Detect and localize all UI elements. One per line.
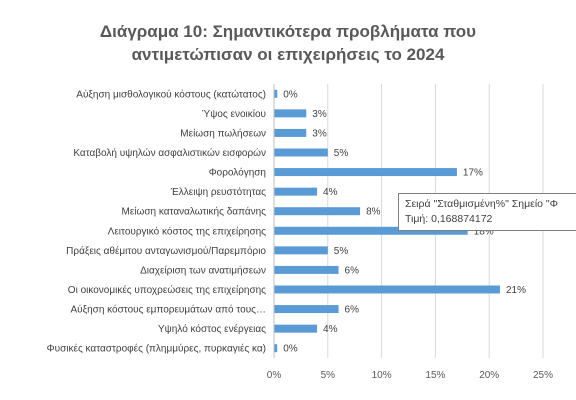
x-tick-label: 10% [372, 370, 392, 381]
y-category-label: Φορολόγηση [209, 167, 266, 179]
data-point-tooltip: Σειρά "Σταθμισμένη%" Σημείο "Φ Τιμή: 0,1… [398, 193, 576, 231]
y-category-label: Υψηλό κόστος ενέργειας [158, 323, 266, 335]
y-category-label: Καταβολή υψηλών ασφαλιστικών εισφορών [73, 147, 266, 159]
y-category-label: Ύψος ενοικίου [202, 108, 266, 120]
bar [274, 148, 328, 157]
data-label: 4% [323, 324, 338, 335]
data-label: 8% [366, 207, 381, 218]
data-label: 0% [283, 89, 298, 100]
data-label: 3% [312, 128, 327, 139]
bar [274, 89, 278, 98]
data-label: 5% [334, 246, 349, 257]
x-tick-label: 0% [267, 370, 282, 381]
data-label: 21% [506, 285, 526, 296]
data-label: 6% [345, 265, 360, 276]
y-category-label: Αύξηση κόστους εμπορευμάτων από τους… [70, 304, 266, 316]
y-category-label: Διαχείριση των ανατιμήσεων [140, 264, 266, 276]
bar [274, 265, 339, 274]
chart-title-line-1: Διάγραμα 10: Σημαντικότερα προβλήματα πο… [99, 22, 477, 41]
bar [274, 187, 318, 196]
x-tick-label: 20% [479, 370, 499, 381]
y-category-label: Πράξεις αθέμιτου ανταγωνισμού/Παρεμπόριο [66, 245, 266, 257]
data-label: 3% [312, 109, 327, 120]
y-category-label: Οι οικονομικές υποχρεώσεις της επιχείρησ… [68, 284, 266, 296]
tooltip-value-line: Τιμή: 0,168874172 [405, 213, 493, 225]
y-category-label: Μείωση καταναλωτικής δαπάνης [122, 206, 267, 218]
data-label: 0% [283, 344, 298, 355]
data-label: 18% [474, 226, 494, 237]
bar [274, 285, 500, 294]
bar [274, 128, 307, 137]
x-tick-label: 25% [533, 370, 553, 381]
data-label: 6% [345, 305, 360, 316]
bar [274, 226, 468, 235]
y-category-label: Μείωση πωλήσεων [180, 127, 266, 139]
bar [274, 109, 307, 118]
data-label: 4% [323, 187, 338, 198]
y-category-label: Φυσικές καταστροφές (πλημμύρες, πυρκαγιέ… [47, 343, 266, 355]
bar [274, 168, 457, 177]
bar [274, 246, 328, 255]
bar [274, 207, 361, 216]
y-category-label: Έλλειψη ρευστότητας [170, 186, 266, 198]
x-tick-label: 15% [425, 370, 445, 381]
tooltip-series-line: Σειρά "Σταθμισμένη%" Σημείο "Φ [405, 198, 559, 210]
data-label: 17% [463, 168, 483, 179]
chart-title-line-2: αντιμετώπισαν οι επιχειρήσεις το 2024 [131, 45, 445, 64]
y-category-label: Λειτουργικό κόστος της επιχείρησης [108, 225, 267, 237]
bar [274, 344, 278, 353]
y-category-label: Αύξηση μισθολογικού κόστους (κατώτατος) [76, 88, 266, 100]
bar [274, 324, 318, 333]
bar [274, 305, 339, 314]
x-tick-label: 5% [321, 370, 336, 381]
data-label: 5% [334, 148, 349, 159]
